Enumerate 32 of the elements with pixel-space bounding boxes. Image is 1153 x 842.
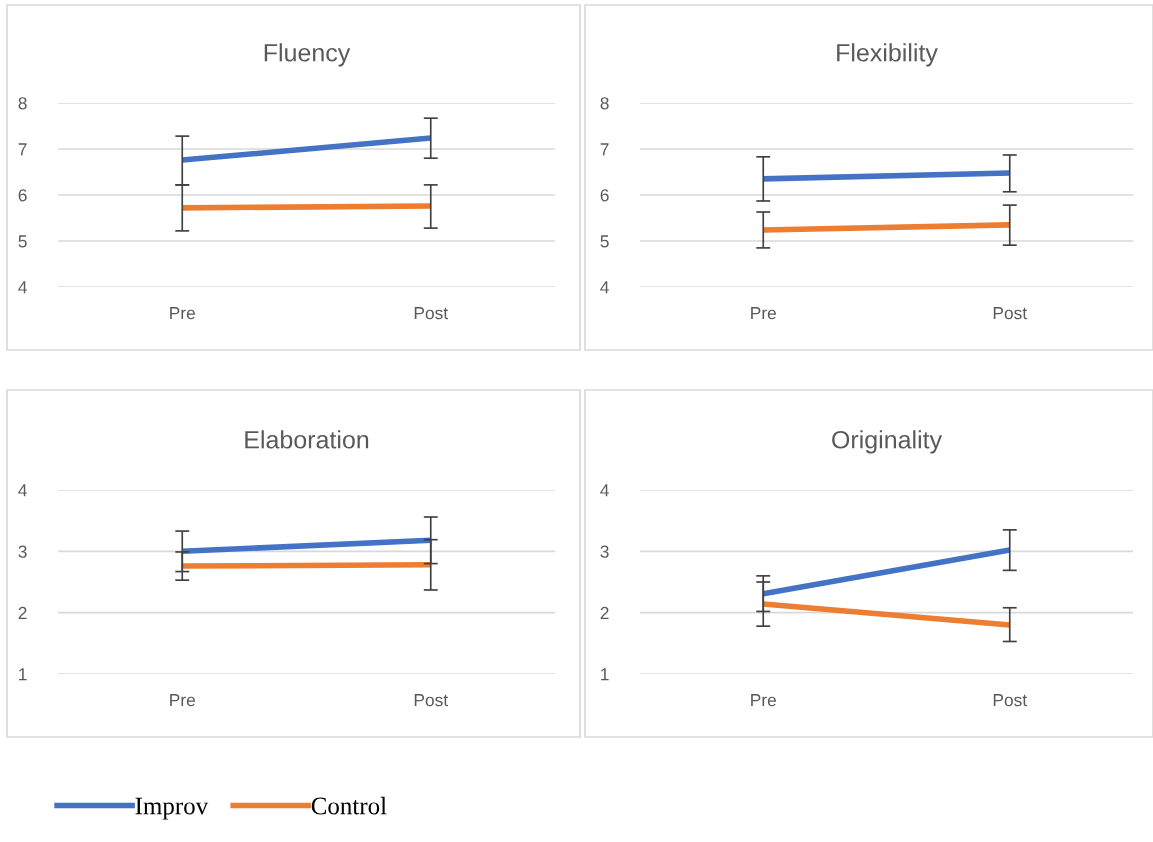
y-tick-label: 3	[18, 545, 27, 558]
y-tick-label: 2	[600, 606, 609, 619]
y-tick-label: 5	[600, 235, 609, 248]
y-tick-label: 3	[600, 545, 609, 558]
x-tick-label: Pre	[170, 307, 195, 320]
y-tick-label: 6	[600, 189, 609, 202]
legend-label: Improv	[135, 797, 209, 820]
x-tick-label: Pre	[751, 694, 776, 707]
chart-title: Fluency	[264, 43, 351, 67]
y-tick-label: 4	[18, 281, 27, 294]
legend-label: Control	[311, 796, 387, 815]
y-tick-label: 6	[18, 189, 27, 202]
y-tick-label: 5	[18, 235, 27, 248]
chart-title: Flexibility	[837, 43, 938, 67]
chart-title: Elaboration	[245, 430, 369, 449]
chart-title: Originality	[832, 430, 943, 454]
x-tick-label: Post	[414, 694, 448, 707]
y-tick-label: 8	[600, 97, 609, 110]
y-tick-label: 7	[18, 143, 27, 156]
y-tick-label: 1	[601, 668, 609, 681]
y-tick-label: 4	[18, 484, 27, 497]
y-tick-label: 4	[600, 484, 609, 497]
y-tick-label: 8	[18, 97, 27, 110]
y-tick-label: 4	[600, 281, 609, 294]
y-tick-label: 7	[600, 143, 609, 156]
x-tick-label: Pre	[751, 307, 776, 320]
x-tick-label: Post	[414, 307, 448, 320]
x-tick-label: Post	[993, 307, 1027, 320]
x-tick-label: Pre	[170, 694, 195, 707]
y-tick-label: 1	[19, 668, 27, 681]
x-tick-label: Post	[993, 694, 1027, 707]
y-tick-label: 2	[18, 606, 27, 619]
